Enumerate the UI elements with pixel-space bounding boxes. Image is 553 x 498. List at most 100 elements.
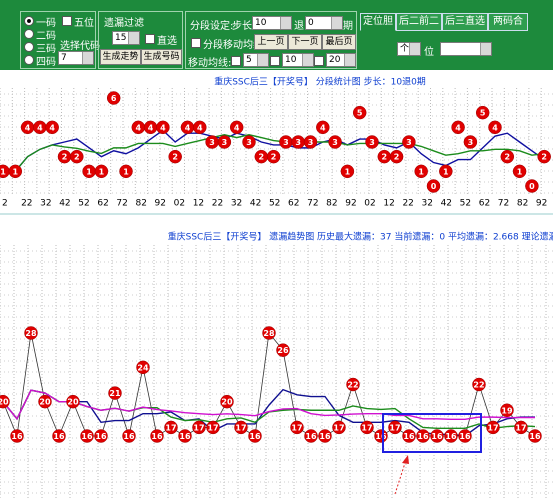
ball-label: 3 [369, 138, 375, 147]
ball-label: 2 [172, 153, 178, 162]
ball-label: 4 [25, 123, 31, 132]
radio[interactable] [24, 16, 34, 26]
tab[interactable]: 后三直选 [442, 13, 488, 31]
ball [0, 394, 10, 409]
select[interactable]: 个 [397, 42, 421, 56]
checkbox[interactable] [231, 56, 241, 66]
select[interactable] [440, 42, 492, 56]
ball [303, 135, 318, 149]
ball [136, 360, 150, 375]
ball [70, 149, 84, 164]
ball-label: 16 [95, 432, 107, 441]
button[interactable]: 生成号码 [141, 49, 182, 65]
checkbox[interactable] [62, 16, 72, 26]
ball [276, 343, 290, 357]
x-tick-label: 92 [345, 199, 356, 209]
tab[interactable]: 后二前二 [396, 13, 442, 31]
ball-label: 17 [165, 423, 176, 432]
ball-label: 16 [123, 432, 135, 441]
tab[interactable]: 定位胆 [360, 13, 396, 31]
highlight-box [382, 413, 482, 453]
select[interactable]: 10 [282, 53, 314, 67]
ball-label: 1 [0, 167, 6, 176]
ball [220, 394, 234, 409]
ball [206, 420, 220, 435]
ball-label: 16 [319, 432, 331, 441]
ball [94, 164, 109, 179]
radio-label: 二码 [36, 31, 56, 42]
panel [20, 11, 96, 69]
checkbox[interactable] [191, 38, 201, 48]
radio[interactable] [24, 42, 34, 52]
checkbox[interactable] [270, 56, 280, 66]
ball-label: 19 [501, 406, 513, 415]
button[interactable]: 下一页 [288, 34, 322, 50]
ball [156, 120, 170, 135]
checkbox-label: 五位 [74, 18, 94, 29]
ball [122, 429, 136, 443]
ball [318, 429, 332, 443]
x-tick-label: 02 [364, 199, 375, 209]
ball-label: 17 [333, 423, 344, 432]
ball-label: 4 [49, 123, 55, 132]
ball [178, 429, 192, 443]
x-tick-label: 72 [116, 199, 127, 209]
toolbar: 一码 二码 三码 四码 五位 选择代码 7 遗漏过滤 15 直选 生成走势 生成… [0, 0, 553, 70]
ball [262, 326, 276, 340]
select[interactable]: 15 [112, 31, 140, 45]
button[interactable]: 上一页 [254, 34, 288, 50]
radio-label: 四码 [36, 57, 56, 68]
radio[interactable] [24, 55, 34, 65]
ball-label: 5 [480, 109, 486, 118]
button[interactable]: 最后页 [322, 34, 356, 50]
ball-label: 1 [517, 167, 523, 176]
button[interactable]: 生成走势 [100, 49, 141, 65]
ball-label: 20 [0, 398, 9, 407]
ball-label: 16 [375, 432, 387, 441]
ball [217, 135, 232, 149]
ball [512, 164, 527, 179]
x-tick-label: 92 [536, 199, 547, 209]
ball-label: 2 [394, 153, 400, 162]
radio[interactable] [24, 29, 34, 39]
ball [164, 420, 178, 435]
checkbox[interactable] [314, 56, 324, 66]
ball-label: 16 [305, 432, 317, 441]
x-tick-label: 12 [383, 199, 394, 209]
ball-label: 16 [11, 432, 23, 441]
select[interactable]: 0 [305, 16, 343, 30]
ball-label: 3 [246, 138, 252, 147]
ball-label: 1 [418, 167, 424, 176]
ball-label: 17 [291, 423, 302, 432]
ball [537, 149, 551, 164]
select[interactable]: 20 [326, 53, 356, 67]
ball [234, 420, 248, 435]
select[interactable]: 7 [58, 51, 94, 65]
ball-label: 16 [249, 432, 261, 441]
ball-label: 20 [221, 398, 233, 407]
ball-label: 16 [403, 432, 415, 441]
ball [472, 377, 486, 392]
ball [290, 420, 304, 435]
ball [365, 135, 379, 149]
ball-label: 2 [271, 153, 277, 162]
ball-label: 2 [541, 153, 547, 162]
label: 期 [343, 21, 353, 32]
tab[interactable]: 两码合 [488, 13, 528, 31]
arrow-line [394, 459, 407, 495]
ball [328, 135, 342, 149]
select[interactable]: 5 [243, 53, 269, 67]
ball-label: 1 [443, 167, 449, 176]
ball [248, 429, 262, 443]
ball-label: 16 [179, 432, 191, 441]
checkbox[interactable] [145, 34, 155, 44]
select[interactable]: 10 [252, 16, 292, 30]
x-tick-label: 22 [212, 199, 223, 209]
ball [414, 164, 428, 179]
ball [500, 403, 514, 417]
x-tick-label: 52 [460, 199, 471, 209]
radio-label: 三码 [36, 44, 56, 55]
x-tick-label: 2 [2, 199, 8, 209]
